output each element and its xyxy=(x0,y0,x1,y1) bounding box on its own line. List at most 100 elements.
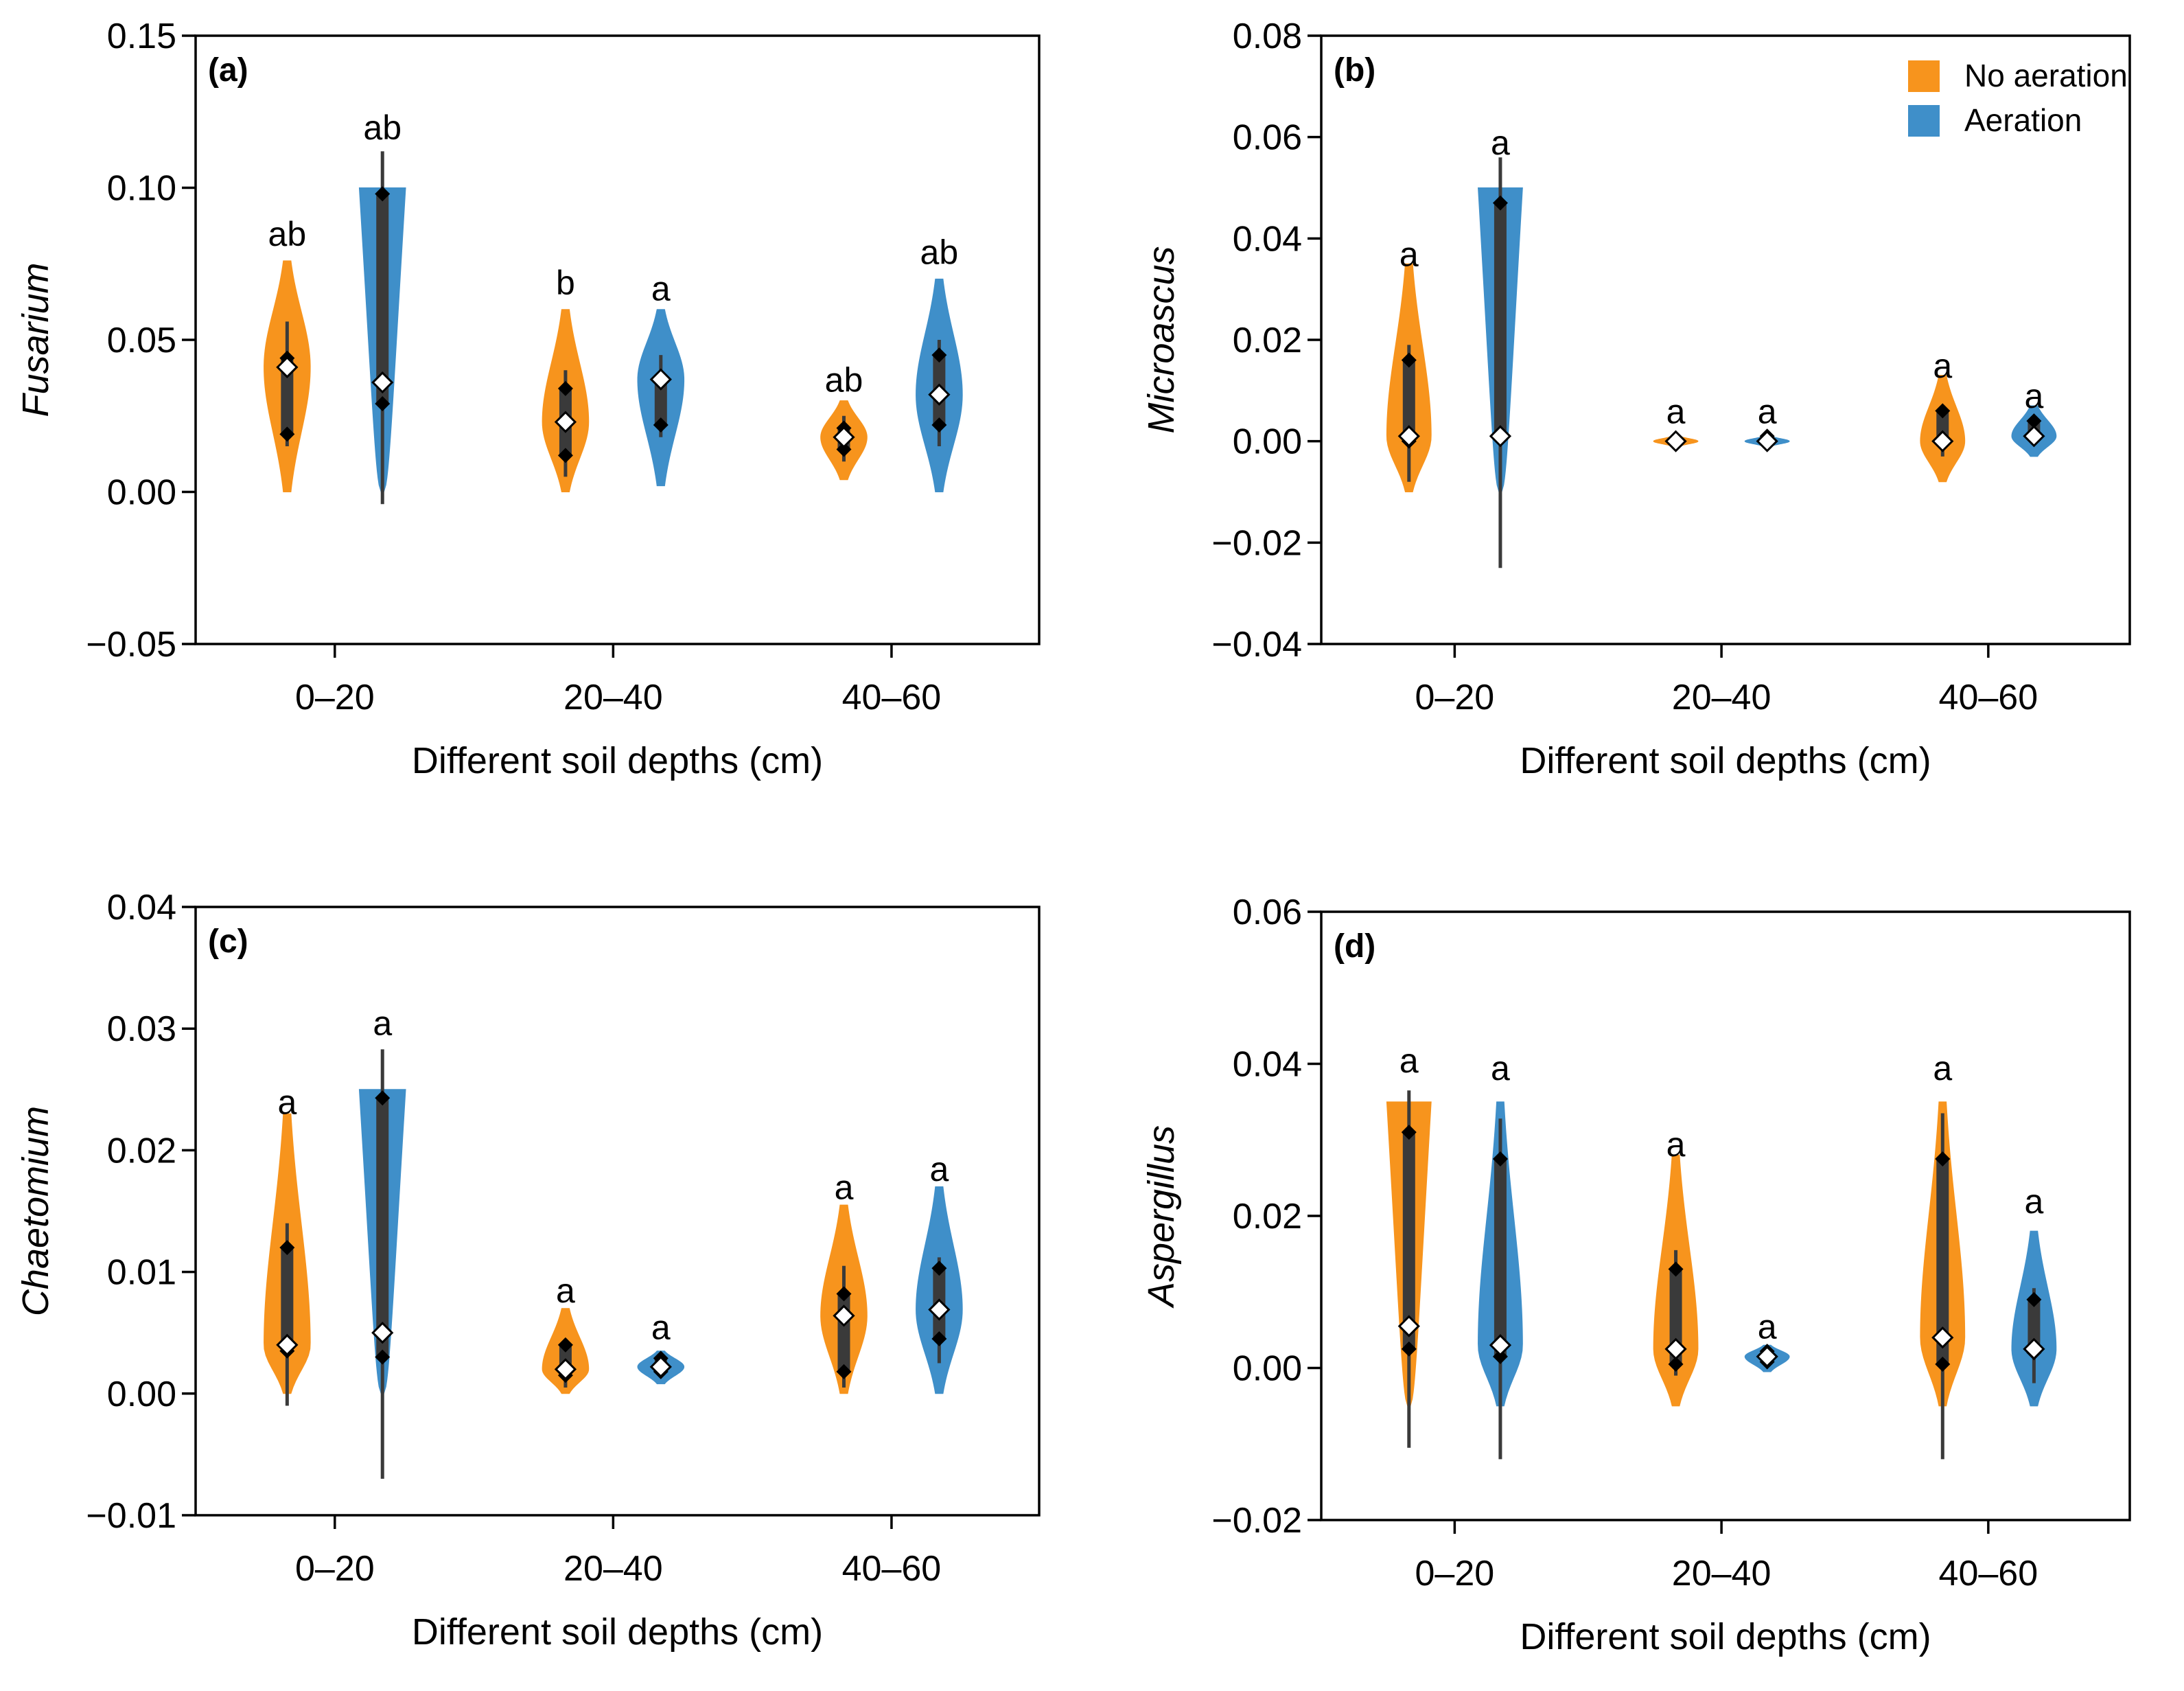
y-tick-label: 0.06 xyxy=(1233,118,1302,158)
median-marker xyxy=(276,1333,299,1357)
median-marker xyxy=(1931,430,1954,452)
y-tick-label: 0.06 xyxy=(1233,893,1302,932)
significance-letter: a xyxy=(1933,347,1952,385)
data-point-marker xyxy=(1668,1261,1684,1277)
series-aeration: a a a xyxy=(1477,124,2057,568)
significance-letter: ab xyxy=(920,233,959,272)
legend-swatch xyxy=(1908,105,1940,137)
significance-letter: a xyxy=(1758,1308,1777,1346)
legend: No aeration Aeration xyxy=(1908,58,2128,138)
data-point-marker xyxy=(836,1364,852,1379)
median-marker xyxy=(1756,430,1778,452)
median-marker xyxy=(833,1304,855,1327)
x-axis-title: Different soil depths (cm) xyxy=(412,740,823,781)
x-tick-label: 0–20 xyxy=(295,1549,375,1589)
significance-letter: a xyxy=(277,1083,297,1122)
x-tick-label: 20–40 xyxy=(1672,678,1771,717)
median-marker xyxy=(2023,425,2045,448)
panel-label: (c) xyxy=(208,923,248,960)
series-aeration: a a a xyxy=(358,1004,963,1479)
violin-iqr-box xyxy=(281,358,294,435)
data-point-marker xyxy=(1401,1341,1417,1357)
y-tick-label: 0.02 xyxy=(107,1131,176,1171)
y-tick-label: 0.04 xyxy=(1233,1045,1302,1085)
violin-iqr-box xyxy=(376,194,389,404)
data-point-marker xyxy=(2026,1291,2042,1307)
y-tick-label: 0.00 xyxy=(1233,422,1302,462)
median-marker xyxy=(1931,1326,1954,1349)
median-marker xyxy=(1397,1315,1420,1337)
data-point-marker xyxy=(375,396,391,412)
series-no-aeration: a a a xyxy=(264,1083,868,1406)
y-tick-label: 0.00 xyxy=(107,1374,176,1414)
data-point-marker xyxy=(931,1331,947,1347)
panel-label: (b) xyxy=(1334,52,1375,89)
y-tick-label: 0.05 xyxy=(107,321,176,360)
median-marker xyxy=(928,383,951,406)
data-point-marker xyxy=(375,1090,391,1106)
data-point-marker xyxy=(836,441,852,457)
significance-letter: b xyxy=(556,264,575,302)
significance-letter: a xyxy=(1399,1042,1419,1080)
y-tick-label: −0.02 xyxy=(1211,1501,1302,1541)
data-point-marker xyxy=(557,1337,573,1353)
median-marker xyxy=(649,368,672,391)
significance-letter: a xyxy=(1666,1125,1686,1164)
data-point-marker xyxy=(1935,1151,1951,1166)
significance-letter: a xyxy=(1758,392,1777,430)
y-tick-label: 0.15 xyxy=(107,16,176,56)
panel-label: (a) xyxy=(208,52,248,89)
y-axis-title: Aspergillus xyxy=(1141,1125,1182,1309)
legend-label: Aeration xyxy=(1964,102,2082,138)
panel-c: −0.01 0.00 0.01 0.02 0.03 0.04 0–20 20–40 40–60 D… xyxy=(15,888,1041,1653)
data-point-marker xyxy=(1492,1348,1508,1364)
data-point-marker xyxy=(931,347,947,363)
data-point-marker xyxy=(931,417,947,433)
y-tick-label: 0.00 xyxy=(107,473,176,513)
x-axis-title: Different soil depths (cm) xyxy=(1520,740,1931,781)
plot-frame xyxy=(1320,910,2131,1521)
y-tick-label: 0.02 xyxy=(1233,321,1302,360)
data-point-marker xyxy=(375,1349,391,1365)
y-tick-label: 0.03 xyxy=(107,1009,176,1049)
series-no-aeration: a a a xyxy=(1386,235,1966,492)
data-point-marker xyxy=(836,1286,852,1302)
x-axis-title: Different soil depths (cm) xyxy=(1520,1616,1931,1657)
data-point-marker xyxy=(931,1261,947,1276)
median-marker xyxy=(833,426,855,448)
median-marker xyxy=(554,411,577,433)
median-marker xyxy=(1756,1345,1778,1368)
y-axis-title: Microascus xyxy=(1141,246,1182,433)
x-tick-label: 0–20 xyxy=(1415,678,1495,717)
panel-d: −0.02 0.00 0.02 0.04 0.06 0–20 20–40 40–60Diffe… xyxy=(1141,893,2131,1657)
data-point-marker xyxy=(557,380,573,396)
y-tick-label: −0.01 xyxy=(86,1496,176,1536)
median-marker xyxy=(649,1355,672,1378)
y-tick-label: 0.01 xyxy=(107,1253,176,1293)
series-aeration: ab a ab xyxy=(358,108,963,505)
x-tick-label: 40–60 xyxy=(842,1549,942,1589)
median-marker xyxy=(371,1322,394,1344)
median-marker xyxy=(2023,1337,2045,1360)
significance-letter: ab xyxy=(825,361,863,400)
significance-letter: a xyxy=(2025,377,2044,415)
violin-iqr-box xyxy=(2028,1299,2041,1353)
series-no-aeration: ab b ab xyxy=(264,215,868,492)
significance-letter: a xyxy=(651,1308,671,1346)
median-marker xyxy=(928,1298,951,1321)
violin-iqr-box xyxy=(654,376,667,426)
median-marker xyxy=(1664,430,1687,452)
y-tick-label: 0.10 xyxy=(107,169,176,209)
violin-iqr-box xyxy=(1494,203,1507,437)
significance-letter: ab xyxy=(268,215,307,253)
significance-letter: a xyxy=(1491,1049,1510,1088)
data-point-marker xyxy=(1492,1151,1508,1166)
significance-letter: a xyxy=(1491,124,1510,162)
data-point-marker xyxy=(375,186,391,202)
significance-letter: a xyxy=(1666,392,1686,430)
data-point-marker xyxy=(1401,352,1417,368)
significance-letter: a xyxy=(1933,1049,1952,1088)
series-no-aeration: a a a xyxy=(1386,1042,1966,1460)
y-tick-label: 0.00 xyxy=(1233,1349,1302,1389)
median-marker xyxy=(1664,1337,1687,1360)
